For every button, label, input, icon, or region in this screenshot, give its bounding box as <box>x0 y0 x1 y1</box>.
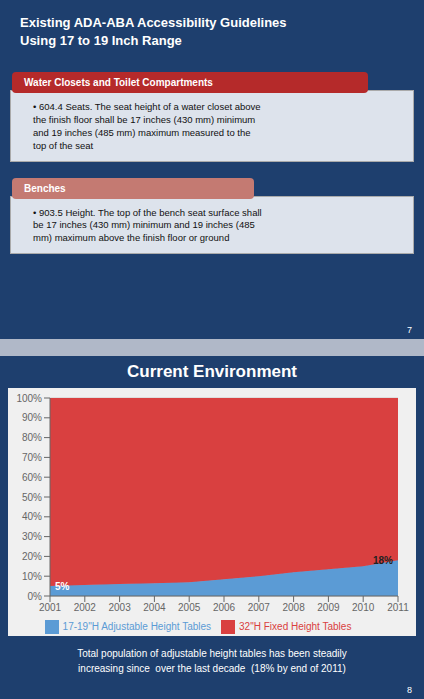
html-text:7: 7 <box>407 325 412 335</box>
svg-text:2005: 2005 <box>178 602 201 613</box>
html-text:Total population of adjustable: Total population of adjustable height ta… <box>77 648 347 674</box>
svg-text:2008: 2008 <box>282 602 305 613</box>
svg-text:60%: 60% <box>22 472 42 483</box>
html-text:Current Environment: Current Environment <box>127 362 297 381</box>
svg-text:100%: 100% <box>16 393 42 404</box>
svg-text:0%: 0% <box>28 591 43 602</box>
html-text:17-19"H Adjustable Height Tabl: 17-19"H Adjustable Height Tables <box>62 620 212 632</box>
svg-text:90%: 90% <box>22 412 42 423</box>
html-text:Water Closets and Toilet Compa: Water Closets and Toilet Compartments <box>24 77 213 89</box>
svg-text:2003: 2003 <box>108 602 131 613</box>
svg-text:50%: 50% <box>22 492 42 503</box>
svg-text:2006: 2006 <box>213 602 236 613</box>
svg-text:20%: 20% <box>22 551 42 562</box>
svg-text:2004: 2004 <box>143 602 166 613</box>
svg-text:2010: 2010 <box>352 602 375 613</box>
svg-text:2009: 2009 <box>317 602 340 613</box>
svg-text:5%: 5% <box>55 581 70 592</box>
html-text:Existing ADA-ABA Accessibility: Existing ADA-ABA Accessibility Guideline… <box>20 15 287 49</box>
html-text:• 903.5 Height. The top of the: • 903.5 Height. The top of the bench sea… <box>33 206 262 244</box>
html-text:8: 8 <box>407 685 412 695</box>
svg-text:2002: 2002 <box>74 602 97 613</box>
svg-text:2001: 2001 <box>39 602 62 613</box>
svg-text:2007: 2007 <box>248 602 271 613</box>
svg-text:30%: 30% <box>22 531 42 542</box>
html-text:32"H Fixed Height Tables: 32"H Fixed Height Tables <box>239 620 352 632</box>
svg-text:40%: 40% <box>22 511 42 522</box>
svg-text:70%: 70% <box>22 452 42 463</box>
svg-text:80%: 80% <box>22 432 42 443</box>
svg-text:18%: 18% <box>373 555 393 566</box>
svg-text:10%: 10% <box>22 571 42 582</box>
svg-text:2011: 2011 <box>387 602 409 613</box>
html-text:Benches: Benches <box>24 182 66 194</box>
html-text:• 604.4 Seats. The seat height: • 604.4 Seats. The seat height of a wate… <box>33 101 261 151</box>
